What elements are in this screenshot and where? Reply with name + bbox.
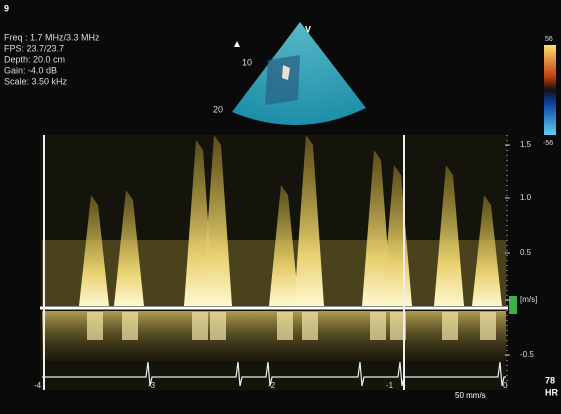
reverse-flow: [42, 311, 506, 361]
time-label: -4: [34, 381, 42, 390]
sector-chamber: [265, 55, 300, 105]
reverse-bright: [122, 312, 138, 340]
heart-rate-value: 78: [545, 375, 555, 385]
time-label: -2: [268, 381, 276, 390]
time-label: -3: [148, 381, 156, 390]
velocity-label: 1.0: [520, 193, 532, 202]
velocity-scale: 1.5 1.0 0.5 [m/s] -0.5: [505, 140, 537, 359]
baseline-marker: [509, 296, 517, 314]
orientation-marker: [234, 41, 240, 47]
reverse-bright: [302, 312, 318, 340]
spectral-peak: [202, 135, 232, 306]
velocity-label: 0.5: [520, 248, 532, 257]
spectral-peak: [362, 150, 392, 306]
sector-valve: [282, 65, 290, 80]
time-label: 0: [503, 381, 508, 390]
reverse-bright: [192, 312, 208, 340]
spectral-peak: [79, 195, 109, 306]
setting-line: Freq : 1.7 MHz/3.3 MHz: [4, 32, 100, 42]
spectral-peak: [294, 135, 324, 306]
color-scale-bottom: -56: [543, 140, 553, 147]
sector-view: V: [305, 24, 311, 34]
spectral-peak: [269, 185, 299, 306]
time-label: -1: [386, 381, 394, 390]
reverse-bright: [390, 312, 406, 340]
reverse-bright: [277, 312, 293, 340]
velocity-label: [m/s]: [520, 295, 537, 304]
spectral-peak: [472, 195, 502, 306]
reverse-bright: [370, 312, 386, 340]
spectral-peak: [114, 190, 144, 306]
setting-line: FPS: 23.7/23.7: [4, 43, 64, 53]
depth-label: 20: [213, 104, 223, 114]
ecg-trace: [42, 361, 506, 387]
time-scale: -4 -3 -2 -1 0: [34, 381, 508, 390]
color-bar: [544, 45, 556, 135]
sweep-speed: 50 mm/s: [455, 391, 486, 400]
velocity-label: -0.5: [520, 350, 534, 359]
setting-line: Gain: -4.0 dB: [4, 65, 57, 75]
reverse-bright: [480, 312, 496, 340]
reverse-bright: [210, 312, 226, 340]
depth-label: 10: [242, 57, 252, 67]
spectral-peak: [434, 165, 464, 306]
setting-line: Scale: 3.50 kHz: [4, 76, 68, 86]
spectrum: [42, 135, 506, 361]
setting-line: Depth: 20.0 cm: [4, 54, 65, 64]
heart-rate-label: HR: [545, 387, 558, 397]
panel-number: 9: [4, 3, 9, 13]
velocity-label: 1.5: [520, 140, 532, 149]
color-scale-top: 56: [545, 36, 553, 43]
reverse-bright: [87, 312, 103, 340]
reverse-bright: [442, 312, 458, 340]
